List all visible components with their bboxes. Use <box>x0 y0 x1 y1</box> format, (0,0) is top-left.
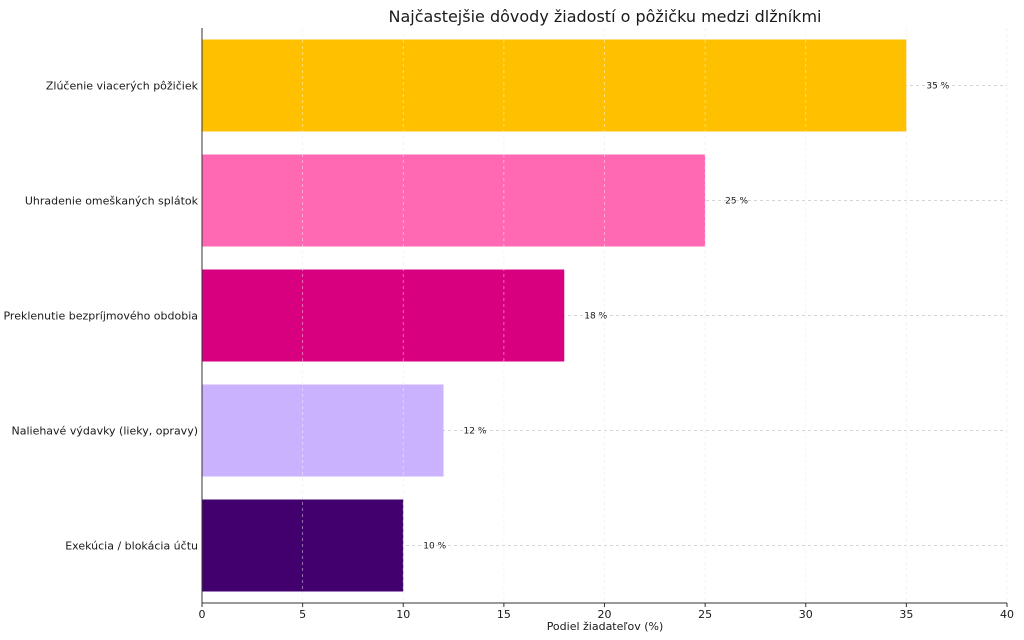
data-label: 25 % <box>725 197 748 207</box>
axes: Zlúčenie viacerých pôžičiek 35 % Uhradenie… <box>3 28 1014 621</box>
x-tick-label: 35 <box>899 608 913 621</box>
x-tick-label: 0 <box>199 608 206 621</box>
x-tick-label: 30 <box>799 608 813 621</box>
data-label: 35 % <box>926 82 949 92</box>
x-axis-label: Podiel žiadateľov (%) <box>547 620 664 633</box>
category-label: Uhradenie omeškaných splátok <box>25 195 199 208</box>
category-label: Zlúčenie viacerých pôžičiek <box>46 80 199 93</box>
data-label: 12 % <box>464 427 487 437</box>
data-label: 18 % <box>584 312 607 322</box>
x-tick-label: 40 <box>1000 608 1014 621</box>
x-tick-label: 25 <box>698 608 712 621</box>
x-tick-label: 20 <box>598 608 612 621</box>
category-label: Exekúcia / blokácia účtu <box>65 540 198 553</box>
chart-title: Najčastejšie dôvody žiadostí o pôžičku m… <box>389 7 822 26</box>
category-label: Preklenutie bezpríjmového obdobia <box>3 310 198 323</box>
x-tick-label: 15 <box>497 608 511 621</box>
bar <box>202 154 706 247</box>
bars <box>202 28 1008 603</box>
bar <box>202 269 565 362</box>
x-tick-label: 10 <box>396 608 410 621</box>
x-tick-label: 5 <box>299 608 306 621</box>
category-label: Naliehavé výdavky (lieky, opravy) <box>11 425 198 438</box>
data-label: 10 % <box>423 542 446 552</box>
bar <box>202 384 444 477</box>
bar <box>202 39 907 132</box>
